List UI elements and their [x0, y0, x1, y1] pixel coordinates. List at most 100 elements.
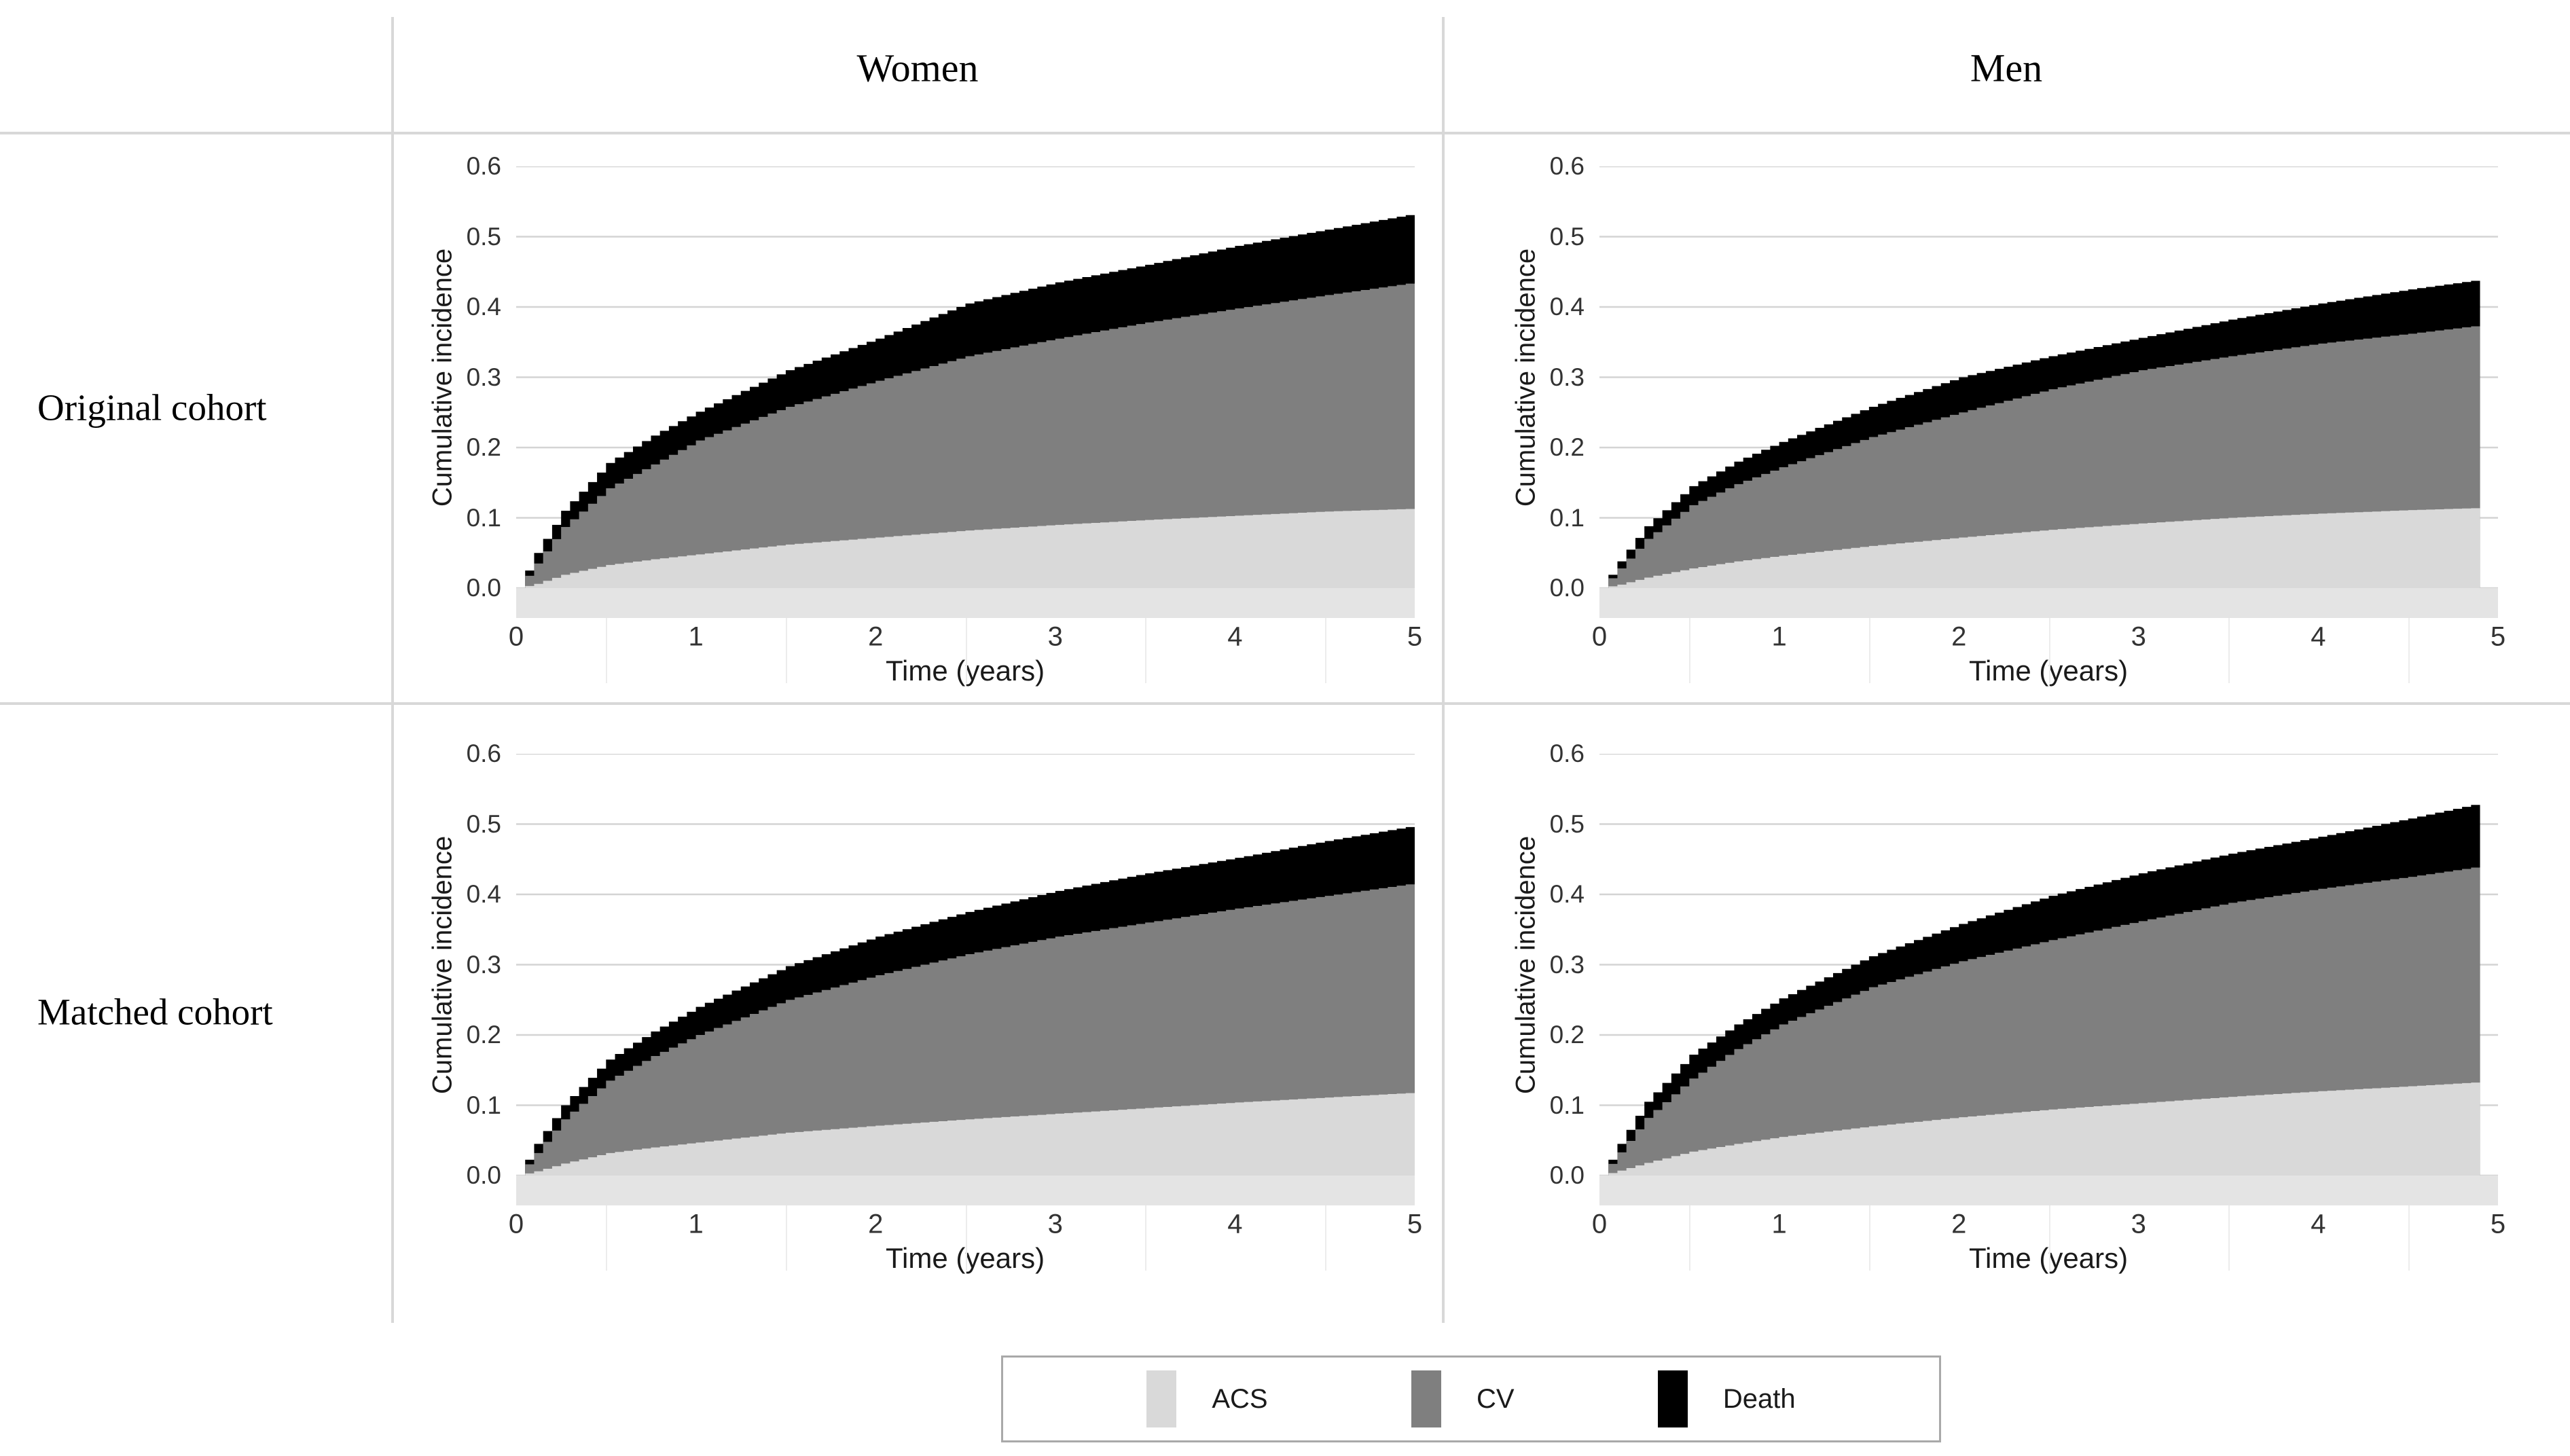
legend-label-death: Death — [1722, 1383, 1796, 1414]
y-tick-label: 0.1 — [466, 1091, 501, 1119]
x-tick-label: 3 — [2131, 621, 2146, 652]
x-tick-label: 2 — [1951, 621, 1967, 652]
x-tick-label: 5 — [1407, 1209, 1423, 1239]
x-tick-label: 3 — [2131, 1209, 2146, 1239]
minor-gridline — [1145, 618, 1147, 683]
x-axis-title: Time (years) — [1968, 655, 2129, 687]
divider-horizontal-header — [0, 132, 2570, 134]
x-tick-label: 1 — [1771, 1209, 1787, 1239]
minor-gridline — [2228, 1205, 2230, 1271]
x-tick-label: 4 — [2311, 621, 2326, 652]
row-label-original-cohort: Original cohort — [37, 386, 267, 429]
y-axis-title: Cumulative incidence — [1510, 835, 1541, 1095]
y-tick-label: 0.4 — [1549, 880, 1585, 908]
y-tick-label: 0.4 — [466, 293, 501, 321]
minor-gridline — [1868, 1205, 1870, 1271]
y-tick-label: 0.3 — [1549, 950, 1585, 979]
legend-label-acs: ACS — [1212, 1383, 1268, 1414]
column-header-men: Men — [1970, 46, 2043, 90]
legend-item-acs: ACS — [1146, 1370, 1268, 1427]
x-tick-label: 2 — [868, 1209, 884, 1239]
minor-gridline — [785, 618, 787, 683]
x-tick-label: 0 — [508, 621, 524, 652]
legend-swatch-cv — [1411, 1370, 1441, 1427]
y-tick-label: 0.3 — [466, 363, 501, 391]
y-axis-title: Cumulative incidence — [427, 248, 458, 507]
divider-vertical-middle — [1442, 17, 1445, 1323]
x-tick-label: 0 — [1591, 1209, 1608, 1239]
area-series — [1599, 1082, 2480, 1176]
y-tick-label: 0.6 — [1549, 740, 1585, 767]
minor-gridline — [2408, 1205, 2410, 1271]
minor-gridline — [1324, 1205, 1326, 1271]
minor-gridline — [2048, 618, 2050, 683]
x-tick-label: 5 — [1407, 621, 1423, 652]
minor-gridline — [2408, 618, 2410, 683]
y-tick-label: 0.3 — [1549, 363, 1585, 391]
x-axis-title: Time (years) — [885, 655, 1045, 687]
y-axis-title: Cumulative incidence — [427, 835, 458, 1095]
y-tick-label: 0.0 — [1549, 574, 1585, 602]
x-axis-title: Time (years) — [885, 1242, 1045, 1274]
y-tick-label: 0.0 — [466, 1161, 501, 1189]
x-tick-label: 5 — [2490, 1209, 2506, 1239]
y-tick-label: 0.2 — [466, 433, 501, 461]
y-tick-label: 0.1 — [1549, 503, 1585, 532]
y-tick-label: 0.3 — [466, 950, 501, 979]
chart-panel-original-women — [516, 166, 1415, 618]
minor-gridline — [2228, 618, 2230, 683]
x-tick-label: 4 — [1227, 621, 1243, 652]
x-tick-label: 0 — [1591, 621, 1608, 652]
legend-swatch-death — [1657, 1370, 1688, 1427]
area-series — [1599, 508, 2480, 588]
area-series — [516, 509, 1415, 588]
x-tick-label: 5 — [2490, 621, 2506, 652]
x-tick-label: 3 — [1047, 621, 1063, 652]
y-tick-label: 0.1 — [466, 503, 501, 532]
x-tick-label: 4 — [1227, 1209, 1243, 1239]
legend-swatch-acs — [1146, 1370, 1177, 1427]
x-tick-label: 1 — [688, 1209, 704, 1239]
minor-gridline — [1145, 1205, 1147, 1271]
x-tick-label: 2 — [868, 621, 884, 652]
y-tick-label: 0.2 — [1549, 1021, 1585, 1049]
y-tick-label: 0.2 — [466, 1021, 501, 1049]
y-tick-label: 0.1 — [1549, 1091, 1585, 1119]
minor-gridline — [1868, 618, 1870, 683]
area-series — [516, 883, 1415, 1176]
x-tick-label: 4 — [2311, 1209, 2326, 1239]
y-tick-label: 0.6 — [466, 740, 501, 767]
divider-horizontal-rows — [0, 702, 2570, 705]
x-tick-label: 1 — [1771, 621, 1787, 652]
minor-gridline — [606, 618, 608, 683]
chart-panel-original-men — [1599, 166, 2498, 618]
divider-vertical-left — [391, 17, 394, 1323]
y-tick-label: 0.0 — [466, 574, 501, 602]
y-tick-label: 0.5 — [466, 222, 501, 251]
row-label-matched-cohort: Matched cohort — [37, 991, 273, 1033]
chart-panel-matched-women — [516, 754, 1415, 1205]
y-tick-label: 0.0 — [1549, 1161, 1585, 1189]
minor-gridline — [1689, 1205, 1691, 1271]
x-tick-label: 3 — [1047, 1209, 1063, 1239]
x-tick-label: 1 — [688, 621, 704, 652]
minor-gridline — [785, 1205, 787, 1271]
column-header-women: Women — [856, 46, 979, 90]
minor-gridline — [1689, 618, 1691, 683]
minor-gridline — [965, 618, 967, 683]
chart-panel-matched-men — [1599, 754, 2498, 1205]
x-tick-label: 2 — [1951, 1209, 1967, 1239]
y-tick-label: 0.5 — [466, 809, 501, 838]
y-tick-label: 0.5 — [1549, 809, 1585, 838]
legend-label-cv: CV — [1476, 1383, 1515, 1414]
minor-gridline — [606, 1205, 608, 1271]
legend-box: ACS CV Death — [1001, 1355, 1941, 1442]
legend-item-death: Death — [1657, 1370, 1796, 1427]
legend-item-cv: CV — [1411, 1370, 1515, 1427]
minor-gridline — [1324, 618, 1326, 683]
area-series — [516, 282, 1415, 588]
minor-gridline — [965, 1205, 967, 1271]
y-tick-label: 0.4 — [466, 880, 501, 908]
x-axis-title: Time (years) — [1968, 1242, 2129, 1274]
